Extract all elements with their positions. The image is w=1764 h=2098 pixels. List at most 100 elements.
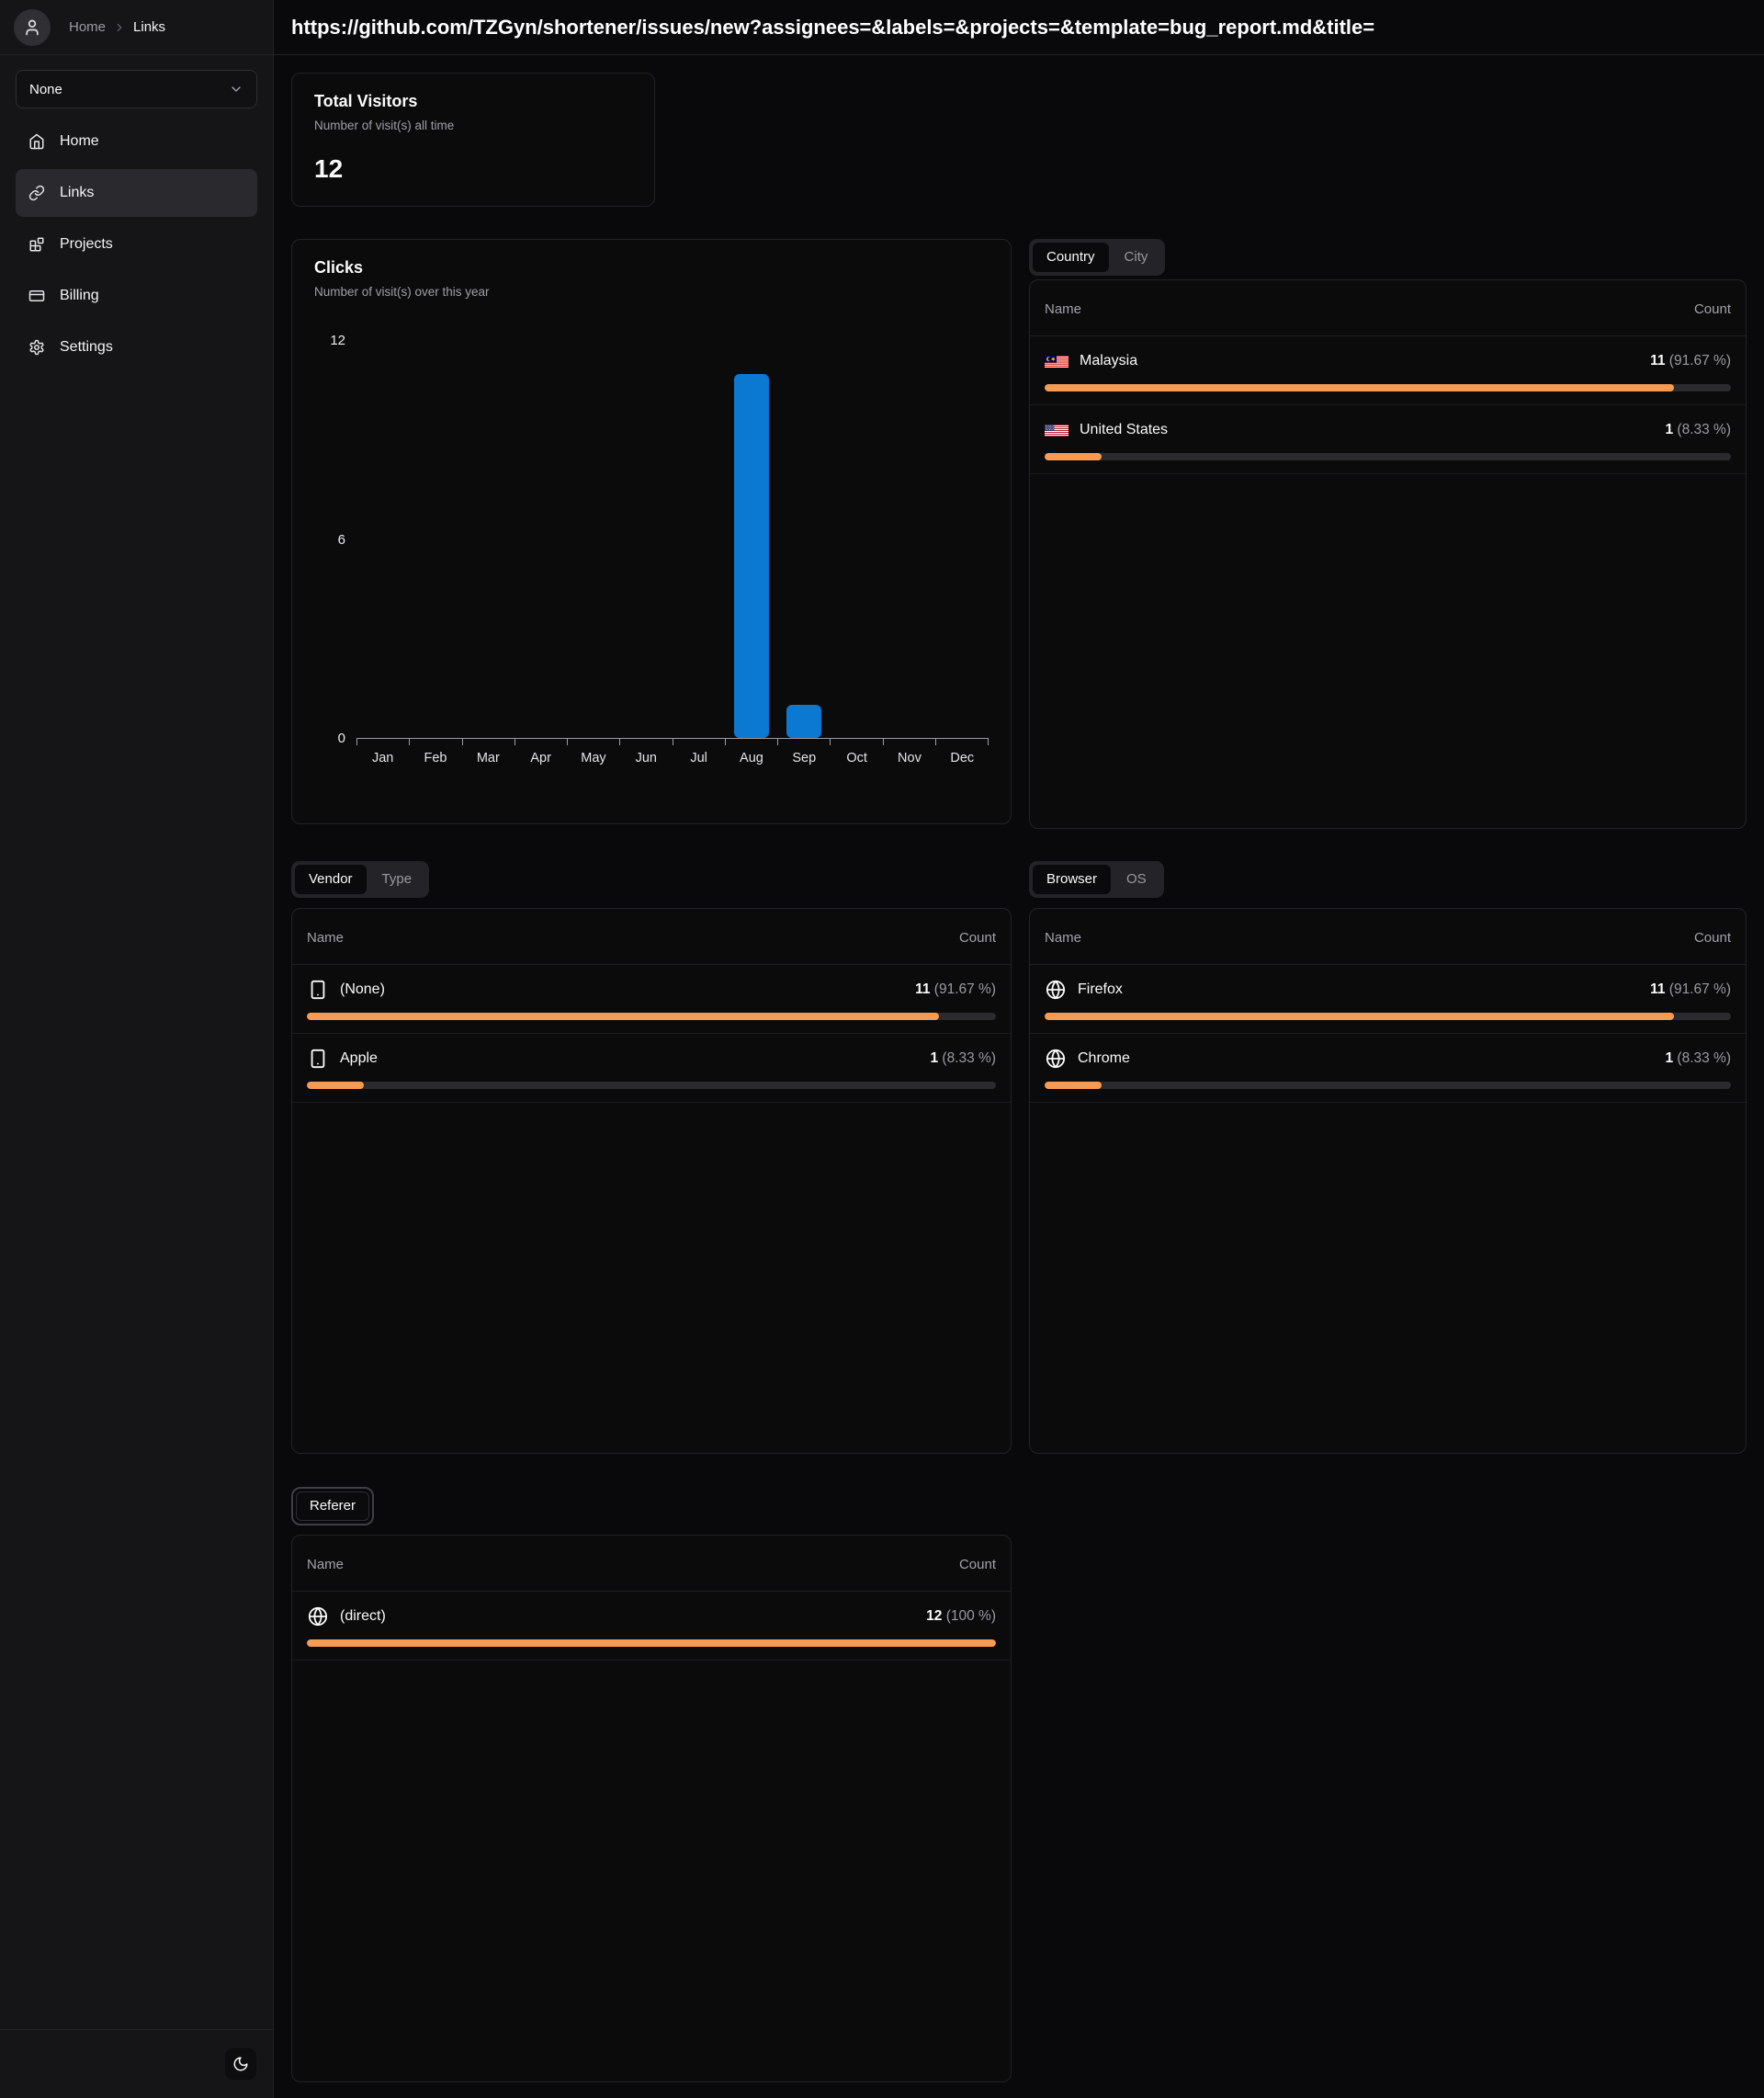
column-name: Name: [307, 1557, 345, 1572]
tab-browser[interactable]: Browser: [1033, 865, 1112, 894]
blocks-icon: [28, 236, 45, 253]
progress-fill: [1045, 384, 1674, 391]
table-row: Chrome 1 (8.33 %): [1030, 1034, 1746, 1103]
column-count: Count: [1693, 930, 1731, 946]
sidebar-item-label: Settings: [60, 339, 113, 355]
x-tick-label-may: May: [581, 751, 606, 765]
tab-city[interactable]: City: [1111, 243, 1162, 272]
breadcrumb: Home Links: [69, 19, 165, 35]
clicks-chart-xlabels: Jan Feb Mar Apr May Jun Jul Aug Sep Oct Nov Dec: [356, 751, 989, 765]
x-tick-label-aug: Aug: [740, 751, 763, 765]
table-row: Malaysia 11 (91.67 %): [1030, 336, 1746, 405]
row-count: 11: [1650, 353, 1666, 369]
progress-track: [307, 1082, 996, 1089]
sidebar: None Home Links Projects: [0, 55, 274, 2098]
x-tick-label-nov: Nov: [898, 751, 922, 765]
progress-track: [1045, 1013, 1731, 1020]
theme-toggle-button[interactable]: [225, 2048, 256, 2080]
smartphone-icon: [307, 1049, 329, 1069]
progress-fill: [1045, 453, 1102, 460]
vendor-tab-group: Vendor Type: [291, 861, 430, 898]
flag-united-states-icon: [1045, 424, 1069, 437]
globe-icon: [1045, 980, 1067, 1000]
sidebar-item-home[interactable]: Home: [16, 118, 257, 165]
column-count: Count: [958, 1557, 996, 1572]
progress-track: [1045, 453, 1731, 460]
x-tick-label-jun: Jun: [635, 751, 657, 765]
clicks-chart-ticks: [356, 739, 989, 745]
bar-slot-oct: [831, 341, 883, 738]
credit-card-icon: [28, 288, 45, 304]
sidebar-nav: Home Links Projects Billing Settings: [16, 118, 257, 371]
table-row: (direct) 12 (100 %): [292, 1592, 1011, 1661]
project-select-value: None: [29, 81, 62, 97]
flag-malaysia-icon: [1045, 355, 1069, 369]
row-percent: (8.33 %): [942, 1050, 996, 1066]
sidebar-item-billing[interactable]: Billing: [16, 272, 257, 320]
column-count: Count: [958, 930, 996, 946]
breadcrumb-home[interactable]: Home: [69, 19, 107, 35]
x-axis-tick: [934, 739, 988, 745]
row-name: Chrome: [1078, 1050, 1130, 1066]
x-axis-tick: [619, 739, 672, 745]
project-select[interactable]: None: [16, 70, 257, 108]
x-tick-label-dec: Dec: [950, 751, 975, 765]
bar-slot-sep: [778, 341, 831, 738]
table-header: Name Count: [1030, 909, 1746, 965]
tab-os[interactable]: OS: [1113, 865, 1160, 894]
column-name: Name: [307, 930, 345, 946]
sidebar-item-links[interactable]: Links: [16, 169, 257, 217]
progress-track: [307, 1013, 996, 1020]
tab-country[interactable]: Country: [1033, 243, 1109, 272]
x-axis-tick: [461, 739, 514, 745]
row-count: 1: [930, 1050, 939, 1066]
x-tick-label-jan: Jan: [371, 751, 394, 765]
chevron-right-icon: [113, 21, 126, 34]
row-name: Apple: [340, 1050, 378, 1066]
table-header: Name Count: [1030, 280, 1746, 336]
column-name: Name: [1045, 930, 1082, 946]
user-icon: [23, 18, 41, 37]
row-count: 1: [1665, 422, 1674, 437]
tab-referer[interactable]: Referer: [296, 1491, 370, 1521]
chevron-down-icon: [229, 82, 243, 96]
topbar: Home Links https://github.com/TZGyn/shor…: [0, 0, 1764, 55]
row-count: 11: [1650, 981, 1666, 997]
avatar[interactable]: [14, 8, 51, 46]
sidebar-item-settings[interactable]: Settings: [16, 323, 257, 371]
x-axis-tick: [567, 739, 619, 745]
total-visitors-card: Total Visitors Number of visit(s) all ti…: [291, 73, 655, 207]
bar-slot-apr: [514, 341, 567, 738]
table-row: Apple 1 (8.33 %): [292, 1034, 1011, 1103]
sidebar-item-label: Billing: [60, 288, 99, 303]
tab-type[interactable]: Type: [368, 865, 426, 894]
row-name: (None): [340, 981, 385, 997]
progress-track: [307, 1639, 996, 1647]
row-count: 1: [1665, 1050, 1674, 1066]
x-tick-label-apr: Apr: [530, 751, 551, 765]
referer-tab-group: Referer: [291, 1487, 375, 1525]
progress-fill: [1045, 1082, 1102, 1089]
bar-slot-feb: [409, 341, 461, 738]
bar-slot-jan: [356, 341, 409, 738]
sidebar-item-projects[interactable]: Projects: [16, 221, 257, 268]
clicks-chart-ylabels: 12 6 0: [330, 333, 345, 746]
clicks-title: Clicks: [314, 258, 364, 277]
column-count: Count: [1693, 301, 1731, 317]
row-percent: (8.33 %): [1677, 422, 1731, 437]
row-percent: (91.67 %): [933, 981, 996, 997]
x-tick-label-oct: Oct: [846, 751, 867, 765]
bar-slot-nov: [883, 341, 935, 738]
page-title-url: https://github.com/TZGyn/shortener/issue…: [291, 15, 1375, 39]
vendor-table-card: Name Count (None) 11 (91.67 %): [291, 908, 1012, 1454]
table-header: Name Count: [292, 909, 1011, 965]
tab-vendor[interactable]: Vendor: [295, 865, 367, 894]
gear-icon: [28, 339, 45, 356]
x-axis-tick: [724, 739, 777, 745]
link-icon: [28, 185, 45, 201]
bar-slot-jul: [673, 341, 725, 738]
x-axis-tick: [777, 739, 830, 745]
smartphone-icon: [307, 980, 329, 1000]
bar-aug: [733, 374, 769, 738]
table-row: Firefox 11 (91.67 %): [1030, 965, 1746, 1034]
